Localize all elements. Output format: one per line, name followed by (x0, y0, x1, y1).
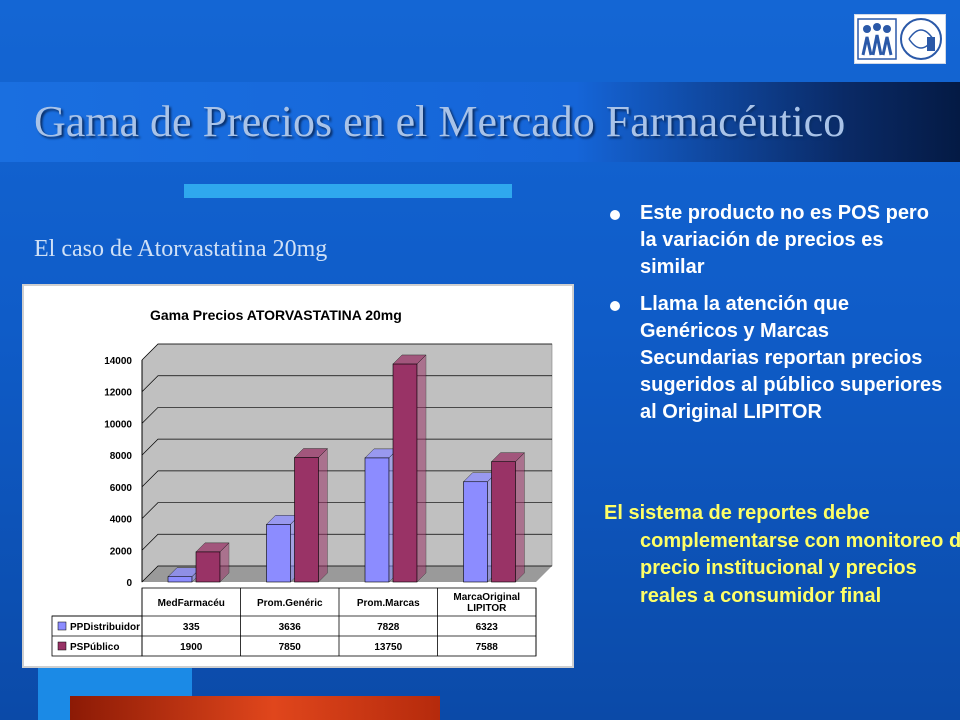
data-label: 7850 (279, 642, 302, 653)
data-label: 7828 (377, 622, 400, 633)
y-tick-label: 0 (126, 578, 132, 589)
legend-label: PSPúblico (70, 642, 119, 653)
conclusion-text: El sistema de reportes debe complementar… (604, 502, 960, 607)
institution-logo-icon (857, 18, 942, 60)
bullet-list: Este producto no es POS pero la variació… (604, 200, 944, 436)
bar (266, 524, 291, 583)
y-tick-label: 14000 (104, 356, 132, 367)
grid-line (141, 343, 552, 361)
bar-side (318, 447, 328, 583)
bullet-item: Llama la atención que Genéricos y Marcas… (604, 291, 944, 426)
data-label: 6323 (476, 622, 499, 633)
data-label: 3636 (279, 622, 302, 633)
title-band (0, 82, 960, 162)
x-tick-label: Prom.Marcas (357, 598, 420, 609)
bar (294, 457, 319, 583)
x-tick-label: LIPITOR (467, 603, 507, 614)
x-tick-label: MedFarmacéu (158, 598, 225, 609)
bar (195, 551, 221, 583)
y-tick-label: 12000 (104, 388, 132, 399)
bullet-text: Llama la atención que Genéricos y Marcas… (640, 293, 943, 423)
y-tick-label: 8000 (110, 451, 133, 462)
bar (463, 481, 488, 583)
bar (167, 576, 193, 583)
y-tick-label: 10000 (104, 419, 132, 430)
legend-label: PPDistribuidor (70, 622, 140, 633)
bar-side (416, 354, 427, 583)
bar-side (515, 452, 525, 583)
data-table-legend-box (51, 615, 143, 657)
bar (491, 461, 516, 583)
data-label: 13750 (374, 642, 402, 653)
data-label: 1900 (180, 642, 203, 653)
bar (392, 363, 418, 583)
decorative-bar-top (184, 184, 512, 198)
data-label: 335 (183, 622, 200, 633)
logo (854, 14, 946, 64)
bar-chart: Gama Precios ATORVASTATINA 20mg 0 2000 400… (51, 307, 553, 657)
chart-floor (142, 566, 552, 582)
bullet-dot-icon (610, 210, 620, 220)
decorative-bar-bottom (70, 696, 440, 720)
bar-side (219, 542, 230, 583)
chart-frame: Gama Precios ATORVASTATINA 20mg 0 2000 400… (22, 284, 574, 668)
bullet-item: Este producto no es POS pero la variació… (604, 200, 944, 281)
bullet-dot-icon (610, 301, 620, 311)
chart-title: Gama Precios ATORVASTATINA 20mg (150, 307, 402, 323)
y-tick-label: 4000 (110, 515, 133, 526)
data-label: 7588 (476, 642, 499, 653)
slide-title: Gama de Precios en el Mercado Farmacéuti… (34, 97, 846, 146)
legend-swatch (57, 621, 67, 631)
y-tick-label: 6000 (110, 483, 133, 494)
bar (364, 457, 390, 583)
y-tick-label: 2000 (110, 546, 133, 557)
bullet-text: Este producto no es POS pero la variació… (640, 202, 929, 278)
x-tick-label: MarcaOriginal (453, 592, 520, 603)
x-tick-label: Prom.Genéric (257, 598, 323, 609)
slide-subtitle: El caso de Atorvastatina 20mg (34, 236, 328, 262)
legend-swatch (57, 641, 67, 651)
